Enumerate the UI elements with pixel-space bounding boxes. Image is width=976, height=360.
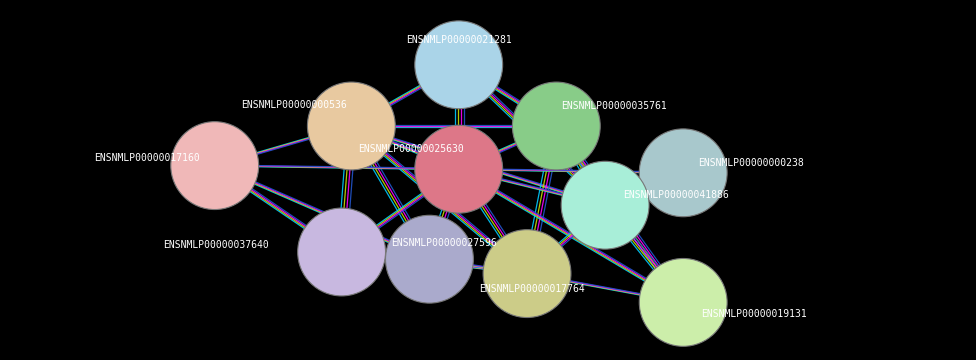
Text: ENSNMLP00000041886: ENSNMLP00000041886 (623, 190, 728, 200)
Text: ENSNMLP00000019131: ENSNMLP00000019131 (701, 309, 806, 319)
Text: ENSNMLP00000000536: ENSNMLP00000000536 (241, 100, 346, 110)
Ellipse shape (298, 208, 386, 296)
Text: ENSNMLP00000000238: ENSNMLP00000000238 (698, 158, 803, 168)
Ellipse shape (307, 82, 395, 170)
Text: ENSNMLP00000017764: ENSNMLP00000017764 (479, 284, 585, 294)
Text: ENSNMLP00000025630: ENSNMLP00000025630 (358, 144, 464, 154)
Text: ENSNMLP00000037640: ENSNMLP00000037640 (163, 240, 268, 250)
Ellipse shape (561, 161, 649, 249)
Ellipse shape (386, 215, 473, 303)
Ellipse shape (512, 82, 600, 170)
Ellipse shape (639, 129, 727, 217)
Ellipse shape (171, 122, 259, 210)
Text: ENSNMLP00000027596: ENSNMLP00000027596 (391, 238, 497, 248)
Ellipse shape (639, 258, 727, 346)
Ellipse shape (415, 125, 503, 213)
Text: ENSNMLP00000021281: ENSNMLP00000021281 (406, 35, 511, 45)
Text: ENSNMLP00000017160: ENSNMLP00000017160 (95, 153, 200, 163)
Ellipse shape (483, 230, 571, 318)
Text: ENSNMLP00000035761: ENSNMLP00000035761 (561, 101, 667, 111)
Ellipse shape (415, 21, 503, 109)
